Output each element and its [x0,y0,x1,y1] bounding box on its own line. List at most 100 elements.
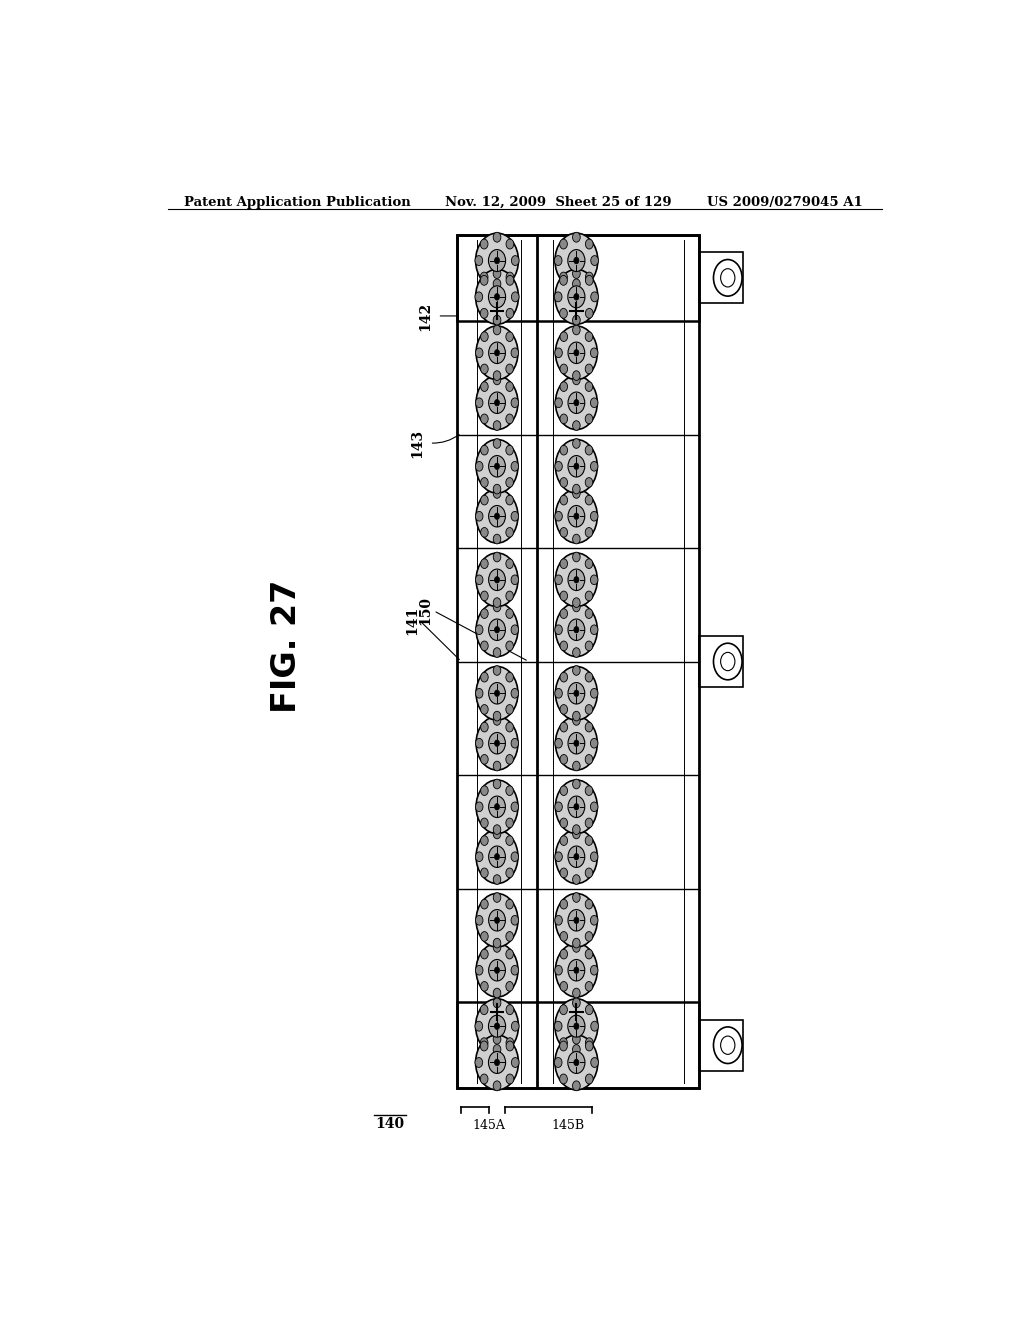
Circle shape [480,309,488,318]
Circle shape [475,1022,482,1031]
Circle shape [476,376,518,429]
Circle shape [488,1052,506,1073]
Circle shape [494,1035,501,1044]
Circle shape [475,348,483,358]
Circle shape [572,602,581,611]
Circle shape [480,949,488,958]
Circle shape [573,577,579,583]
Circle shape [573,627,579,634]
Circle shape [488,796,506,817]
Circle shape [555,490,597,543]
Circle shape [560,591,567,601]
Circle shape [560,276,567,285]
Circle shape [506,591,513,601]
Circle shape [495,257,500,264]
Circle shape [488,249,506,272]
Circle shape [573,1023,579,1030]
Bar [458,235,699,321]
Circle shape [554,1022,562,1031]
Circle shape [560,818,567,828]
Circle shape [572,825,581,834]
Circle shape [572,989,581,998]
Circle shape [494,552,501,562]
Circle shape [572,762,581,771]
Circle shape [591,965,598,975]
Circle shape [511,1057,519,1068]
Circle shape [480,672,488,682]
Circle shape [506,276,514,285]
Circle shape [511,256,519,265]
Circle shape [586,276,593,285]
Circle shape [568,286,585,308]
Circle shape [506,381,513,392]
Circle shape [511,916,518,925]
Circle shape [494,648,501,657]
Circle shape [560,672,567,682]
Circle shape [572,232,581,242]
Circle shape [480,1074,488,1084]
Circle shape [475,965,483,975]
Circle shape [480,414,488,424]
Circle shape [506,982,513,991]
Text: 145A: 145A [473,1119,506,1131]
Circle shape [555,965,562,975]
Circle shape [506,239,514,249]
Circle shape [494,232,501,242]
Circle shape [573,804,579,810]
Circle shape [555,830,597,883]
Circle shape [573,854,579,859]
Text: 143: 143 [411,429,425,458]
Circle shape [585,478,593,487]
Circle shape [560,364,567,374]
Circle shape [506,495,513,506]
Circle shape [560,785,567,796]
Circle shape [506,309,514,318]
Circle shape [560,899,567,909]
Circle shape [591,851,598,862]
Circle shape [555,738,562,748]
Circle shape [475,576,483,585]
Circle shape [591,576,598,585]
Circle shape [555,234,598,288]
Circle shape [480,1041,488,1051]
Circle shape [511,348,518,358]
Circle shape [560,609,567,619]
Circle shape [591,292,598,302]
Circle shape [494,762,501,771]
Circle shape [480,932,488,941]
Circle shape [476,440,518,494]
Circle shape [585,609,593,619]
Circle shape [506,1005,514,1015]
Circle shape [560,1074,567,1084]
Circle shape [495,400,500,407]
Circle shape [494,1044,501,1055]
Circle shape [511,624,518,635]
Circle shape [488,1015,506,1038]
Circle shape [585,331,593,342]
Circle shape [511,738,518,748]
Circle shape [495,854,500,859]
Circle shape [488,960,506,981]
Circle shape [555,803,562,812]
Circle shape [506,558,513,569]
Circle shape [495,350,500,356]
Bar [458,1002,699,1089]
Circle shape [475,689,483,698]
Circle shape [572,715,581,725]
Circle shape [572,665,581,676]
Circle shape [494,829,501,838]
Circle shape [585,755,593,764]
Circle shape [506,722,513,731]
Circle shape [572,438,581,449]
Circle shape [585,672,593,682]
Circle shape [475,803,483,812]
Circle shape [555,944,597,997]
Circle shape [480,1005,488,1015]
Circle shape [494,665,501,676]
Circle shape [554,1057,562,1068]
Circle shape [555,576,562,585]
Circle shape [560,705,567,714]
Circle shape [591,738,598,748]
Circle shape [568,249,585,272]
Circle shape [506,932,513,941]
